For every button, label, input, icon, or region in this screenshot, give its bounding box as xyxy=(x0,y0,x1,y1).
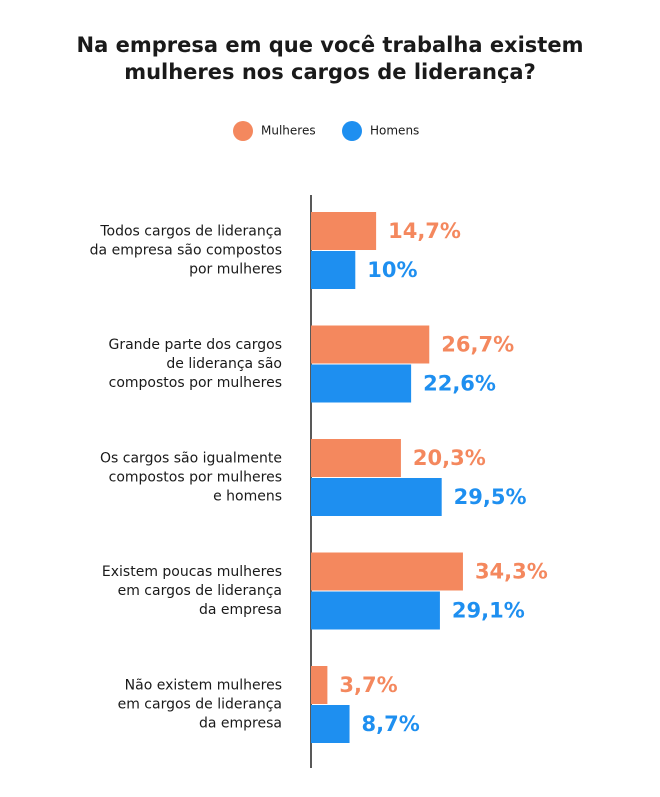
value-label: 22,6% xyxy=(423,372,496,396)
value-label: 34,3% xyxy=(475,560,548,584)
category-label: em cargos de liderança xyxy=(118,697,282,713)
value-label: 14,7% xyxy=(388,219,461,243)
bar xyxy=(311,212,377,250)
bar xyxy=(311,251,356,289)
value-label: 10% xyxy=(367,258,417,282)
category-label: de liderança são xyxy=(166,356,282,372)
bar xyxy=(311,439,401,477)
category-label: da empresa xyxy=(199,716,282,732)
legend-label: Homens xyxy=(370,124,419,138)
category-label: compostos por mulheres xyxy=(109,375,282,391)
bar xyxy=(311,666,328,704)
category-label: compostos por mulheres xyxy=(109,470,282,486)
legend-label: Mulheres xyxy=(261,124,316,138)
value-label: 26,7% xyxy=(441,333,514,357)
bar xyxy=(311,364,412,403)
category-label: e homens xyxy=(213,489,282,505)
bar xyxy=(311,705,350,743)
category-label: Os cargos são igualmente xyxy=(100,451,282,467)
category-label: Não existem mulheres xyxy=(125,678,282,694)
category-label: em cargos de liderança xyxy=(118,583,282,599)
value-label: 8,7% xyxy=(362,712,420,736)
category-label: Todos cargos de liderança xyxy=(99,224,282,240)
bar xyxy=(311,591,440,630)
chart-title: Na empresa em que você trabalha existem xyxy=(77,33,584,57)
legend-swatch xyxy=(233,121,253,141)
value-label: 3,7% xyxy=(339,673,397,697)
category-label: da empresa xyxy=(199,602,282,618)
chart-title: mulheres nos cargos de liderança? xyxy=(124,60,536,84)
bar xyxy=(311,552,463,591)
category-label: por mulheres xyxy=(189,262,282,278)
category-label: da empresa são compostos xyxy=(90,243,282,259)
value-label: 29,1% xyxy=(452,599,525,623)
category-label: Grande parte dos cargos xyxy=(108,337,282,353)
legend-swatch xyxy=(342,121,362,141)
value-label: 20,3% xyxy=(413,446,486,470)
bar xyxy=(311,325,430,364)
bar xyxy=(311,478,442,516)
value-label: 29,5% xyxy=(454,485,527,509)
category-label: Existem poucas mulheres xyxy=(102,564,282,580)
